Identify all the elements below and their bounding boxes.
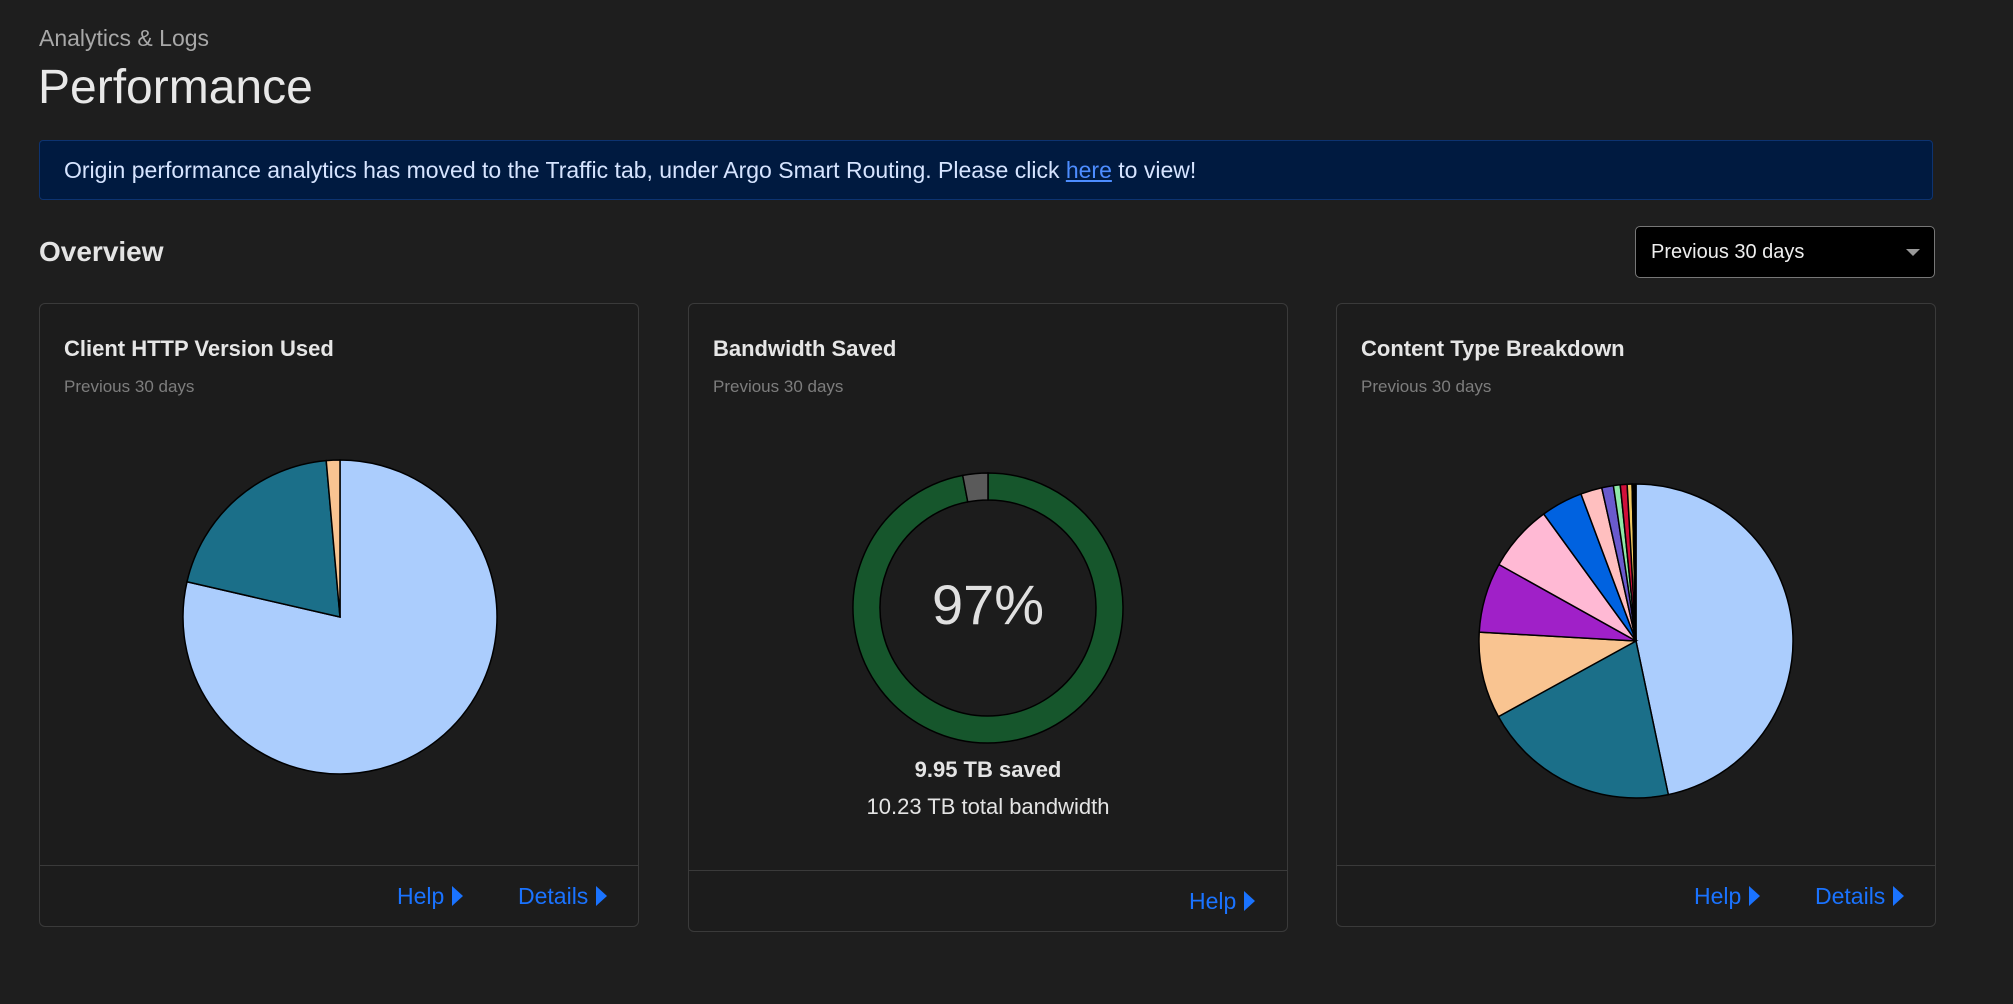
card-footer: Help Details [40,865,638,926]
time-range-value: Previous 30 days [1651,241,1805,263]
details-label: Details [1815,883,1886,909]
bandwidth-saved-value: 9.95 TB saved [914,757,1062,782]
caret-right-icon [1244,891,1256,911]
help-label: Help [1189,888,1237,914]
page-title: Performance [38,61,313,114]
card-title: Client HTTP Version Used [64,336,334,361]
card-bandwidth-saved: Bandwidth Saved Previous 30 days 97% 9.9… [688,303,1288,932]
banner-text: Origin performance analytics has moved t… [64,157,1066,183]
help-link[interactable]: Help [397,883,464,910]
card-subtitle: Previous 30 days [713,377,844,396]
card-subtitle: Previous 30 days [1361,377,1492,396]
help-link[interactable]: Help [1189,888,1256,915]
help-label: Help [1694,883,1742,909]
caret-right-icon [1749,886,1761,906]
details-link[interactable]: Details [518,883,608,910]
info-banner: Origin performance analytics has moved t… [39,140,1933,200]
pie-slice [1631,483,1637,642]
breadcrumb: Analytics & Logs [39,25,210,51]
content-type-pie-chart [1478,483,1794,799]
card-content-type: Content Type Breakdown Previous 30 days … [1336,303,1936,927]
pie-slice [1478,631,1639,718]
details-label: Details [518,883,589,909]
time-range-select[interactable]: Previous 30 days [1635,226,1935,278]
pie-slice [852,472,1124,744]
overview-heading: Overview [39,236,164,267]
pie-slice [1497,639,1670,799]
help-label: Help [397,883,445,909]
bandwidth-total-value: 10.23 TB total bandwidth [866,794,1110,819]
pie-slice [325,459,341,618]
card-subtitle: Previous 30 days [64,377,195,396]
banner-text-end: to view! [1111,157,1197,183]
card-title: Content Type Breakdown [1361,336,1625,361]
card-footer: Help Details [1337,865,1935,926]
help-link[interactable]: Help [1694,883,1761,910]
pie-slice [961,472,989,503]
caret-right-icon [596,886,608,906]
pie-slice [1635,483,1794,796]
caret-right-icon [452,886,464,906]
banner-here-link[interactable]: here [1065,157,1112,183]
card-http-version: Client HTTP Version Used Previous 30 day… [39,303,639,927]
bandwidth-percent: 97% [931,573,1045,636]
caret-right-icon [1893,886,1905,906]
card-footer: Help [689,870,1287,931]
http-version-pie-chart [182,459,498,775]
details-link[interactable]: Details [1815,883,1905,910]
pie-slice [186,459,341,618]
card-title: Bandwidth Saved [713,336,897,361]
bandwidth-donut-chart [852,472,1124,744]
caret-down-icon [1906,249,1920,256]
